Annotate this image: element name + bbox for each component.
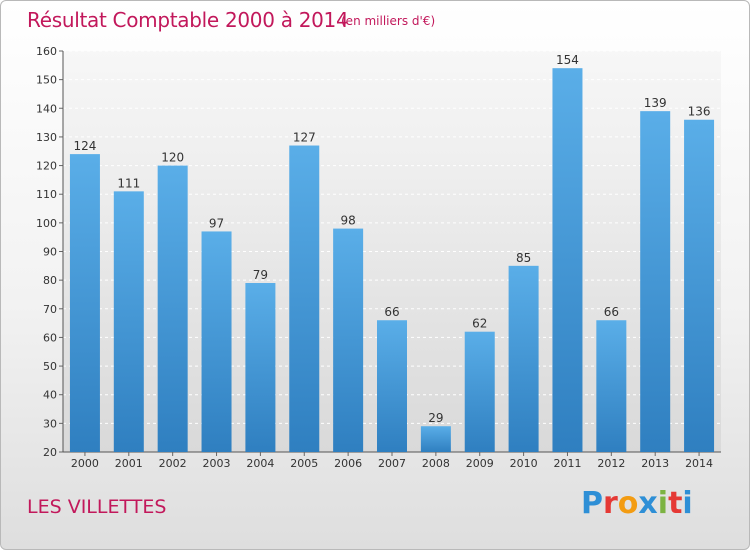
bar-value-label: 98 — [340, 214, 355, 228]
y-tick-label: 140 — [36, 102, 57, 115]
bar — [333, 228, 364, 452]
bar-value-label: 85 — [516, 251, 531, 265]
bar-value-label: 127 — [293, 131, 316, 145]
bar-value-label: 79 — [253, 268, 268, 282]
bar-value-label: 62 — [472, 317, 487, 331]
bar — [113, 191, 144, 452]
bar-value-label: 139 — [644, 96, 667, 110]
bar — [201, 231, 232, 452]
y-tick-label: 80 — [43, 274, 57, 287]
bar — [289, 145, 320, 452]
bar — [69, 154, 100, 452]
y-tick-label: 100 — [36, 217, 57, 230]
logo-letter: i — [657, 486, 669, 521]
logo-letter: i — [682, 486, 693, 521]
chart-subtitle: (en milliers d'€) — [341, 14, 436, 28]
bar — [157, 165, 188, 453]
x-tick-label: 2012 — [597, 457, 625, 470]
place-name: LES VILLETTES — [27, 496, 167, 518]
bar — [508, 265, 539, 452]
bar — [464, 331, 495, 452]
bar-value-label: 136 — [688, 105, 711, 119]
x-tick-label: 2002 — [159, 457, 187, 470]
y-tick-label: 150 — [36, 74, 57, 87]
y-tick-label: 40 — [43, 389, 57, 402]
bar-value-label: 120 — [161, 151, 184, 165]
x-tick-label: 2003 — [203, 457, 231, 470]
bar — [245, 283, 276, 452]
proxiti-logo: Proxiti — [581, 486, 693, 521]
bar-value-label: 97 — [209, 216, 224, 230]
y-tick-label: 60 — [43, 331, 57, 344]
bar-value-label: 124 — [73, 139, 96, 153]
y-tick-label: 160 — [36, 45, 57, 58]
x-tick-label: 2009 — [466, 457, 494, 470]
y-tick-label: 120 — [36, 160, 57, 173]
chart-title: Résultat Comptable 2000 à 2014 — [27, 8, 349, 32]
bar — [684, 119, 715, 452]
bar — [552, 68, 583, 452]
x-tick-label: 2001 — [115, 457, 143, 470]
bar — [377, 320, 407, 452]
y-tick-label: 70 — [43, 303, 57, 316]
y-tick-label: 50 — [43, 360, 57, 373]
bar — [420, 426, 451, 452]
y-tick-label: 90 — [43, 246, 57, 259]
logo-letter: t — [668, 486, 683, 521]
bar-value-label: 66 — [384, 305, 399, 319]
bar-value-label: 66 — [604, 305, 619, 319]
x-tick-label: 2013 — [641, 457, 669, 470]
x-tick-label: 2008 — [422, 457, 450, 470]
logo-letter: r — [603, 486, 618, 521]
x-tick-label: 2010 — [510, 457, 538, 470]
y-tick-label: 30 — [43, 417, 57, 430]
bar-value-label: 154 — [556, 53, 579, 67]
x-tick-label: 2004 — [246, 457, 274, 470]
bar — [596, 320, 627, 452]
x-tick-label: 2000 — [71, 457, 99, 470]
y-tick-label: 130 — [36, 131, 57, 144]
bar-value-label: 111 — [117, 176, 140, 190]
x-tick-label: 2011 — [553, 457, 581, 470]
logo-letter: x — [638, 486, 658, 521]
x-tick-label: 2006 — [334, 457, 362, 470]
x-tick-label: 2014 — [685, 457, 713, 470]
x-tick-label: 2005 — [290, 457, 318, 470]
logo-letter: o — [617, 486, 639, 521]
logo-letter: P — [581, 486, 603, 521]
y-tick-label: 110 — [36, 188, 57, 201]
bar — [640, 111, 671, 453]
y-tick-label: 20 — [43, 446, 57, 459]
bar-value-label: 29 — [428, 411, 443, 425]
x-tick-label: 2007 — [378, 457, 406, 470]
